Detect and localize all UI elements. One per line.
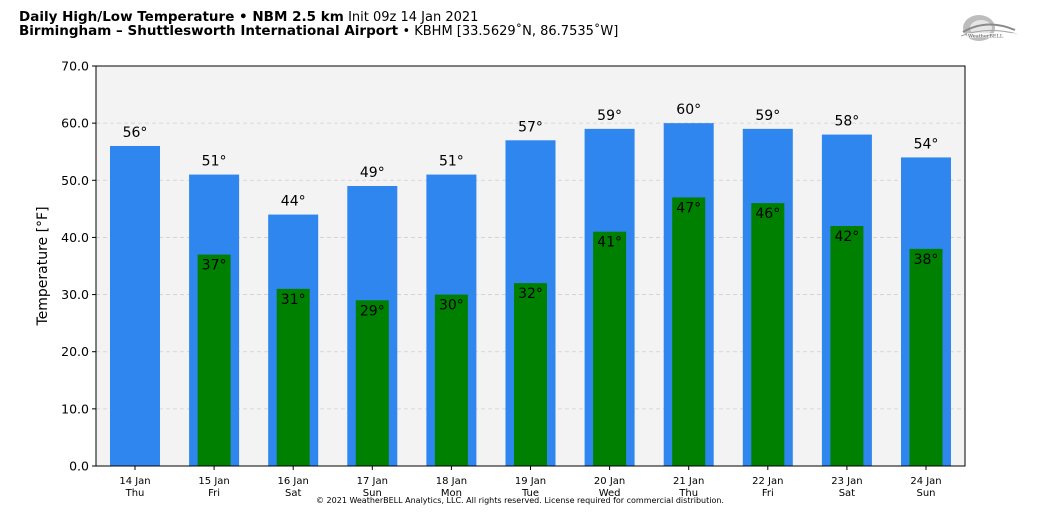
low-bar — [751, 203, 785, 466]
copyright-notice: © 2021 WeatherBELL Analytics, LLC. All r… — [316, 496, 724, 505]
x-tick-day: Fri — [762, 488, 774, 499]
low-value-label: 42° — [834, 229, 859, 245]
high-value-label: 57° — [518, 119, 543, 135]
chart-subtitle: Birmingham – Shuttlesworth International… — [19, 23, 618, 39]
x-tick-date: 16 Jan — [278, 476, 309, 487]
y-tick-label: 60.0 — [61, 116, 89, 131]
station-coordinates: • KBHM [33.5629˚N, 86.7535˚W] — [402, 24, 619, 39]
high-value-label: 59° — [755, 108, 780, 124]
low-bar — [197, 254, 231, 466]
x-tick-date: 20 Jan — [594, 476, 625, 487]
y-axis: 0.0 10.0 20.0 30.0 40.0 50.0 60.0 70.0 — [61, 59, 96, 474]
high-value-label: 49° — [360, 165, 385, 181]
high-value-label: 54° — [914, 136, 939, 152]
high-value-label: 44° — [281, 194, 306, 210]
y-tick-label: 20.0 — [61, 344, 89, 359]
low-value-label: 30° — [439, 298, 464, 314]
y-tick-label: 0.0 — [69, 459, 89, 474]
x-tick-day: Tue — [521, 488, 539, 499]
x-tick-day: Thu — [125, 488, 145, 499]
logo-text: WeatherBELL — [968, 34, 1004, 40]
x-tick-date: 17 Jan — [357, 476, 388, 487]
x-tick-day: Sun — [363, 488, 382, 499]
low-bar — [830, 226, 864, 466]
low-value-label: 32° — [518, 286, 543, 302]
x-tick-date: 23 Jan — [831, 476, 862, 487]
low-bar — [909, 248, 943, 466]
high-value-label: 51° — [202, 154, 227, 170]
high-bar — [110, 146, 160, 466]
low-value-label: 46° — [755, 206, 780, 222]
low-value-label: 41° — [597, 235, 622, 251]
x-tick-day: Sat — [285, 488, 301, 499]
chart-title: Daily High/Low Temperature • NBM 2.5 km … — [19, 9, 478, 25]
y-tick-label: 70.0 — [61, 59, 89, 74]
x-tick-date: 24 Jan — [910, 476, 941, 487]
high-value-label: 51° — [439, 154, 464, 170]
x-tick-day: Sat — [839, 488, 855, 499]
x-tick-day: Sun — [916, 488, 935, 499]
x-tick-day: Mon — [441, 488, 462, 499]
x-tick-day: Fri — [208, 488, 220, 499]
y-tick-label: 30.0 — [61, 287, 89, 302]
x-tick-date: 21 Jan — [673, 476, 704, 487]
low-value-label: 38° — [914, 252, 939, 268]
location-name: Birmingham – Shuttlesworth International… — [19, 23, 399, 39]
low-bar — [355, 300, 389, 466]
low-bar — [434, 294, 468, 466]
x-tick-date: 14 Jan — [119, 476, 150, 487]
x-tick-date: 19 Jan — [515, 476, 546, 487]
low-value-label: 37° — [202, 258, 227, 274]
high-value-label: 59° — [597, 108, 622, 124]
x-tick-date: 18 Jan — [436, 476, 467, 487]
low-bar — [276, 288, 310, 466]
high-value-label: 56° — [123, 125, 148, 141]
low-bar — [514, 283, 547, 466]
chart-title-main: Daily High/Low Temperature • NBM 2.5 km — [19, 9, 344, 25]
init-time: Init 09z 14 Jan 2021 — [348, 10, 479, 25]
x-tick-date: 22 Jan — [752, 476, 783, 487]
x-tick-day: Wed — [599, 488, 621, 499]
bars: 56° 51° 37° 44° 31° 49° 29° 51° 30° 57° 32° 59° 41° 6… — [110, 102, 951, 467]
weatherbell-logo-icon: WeatherBELL — [960, 15, 1018, 41]
y-tick-label: 40.0 — [61, 230, 89, 245]
low-value-label: 47° — [676, 200, 701, 216]
high-value-label: 60° — [676, 102, 701, 118]
x-tick-day: Thu — [678, 488, 698, 499]
low-value-label: 29° — [360, 303, 385, 319]
x-tick-date: 15 Jan — [198, 476, 229, 487]
high-value-label: 58° — [834, 114, 859, 130]
y-axis-label: Temperature [°F] — [35, 206, 51, 326]
low-bar — [593, 231, 627, 466]
y-tick-label: 10.0 — [61, 401, 89, 416]
y-tick-label: 50.0 — [61, 173, 89, 188]
low-value-label: 31° — [281, 292, 306, 308]
low-bar — [672, 197, 706, 466]
plot-frame — [95, 65, 966, 467]
